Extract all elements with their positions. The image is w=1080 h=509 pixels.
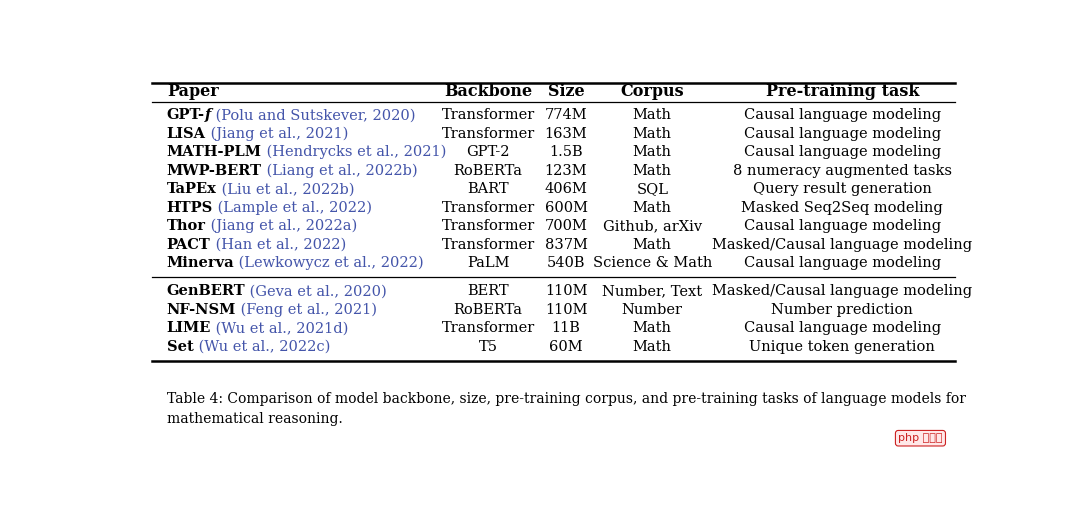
- Text: Number prediction: Number prediction: [771, 303, 914, 317]
- Text: Math: Math: [633, 238, 672, 251]
- Text: php 中文网: php 中文网: [899, 433, 943, 443]
- Text: BART: BART: [468, 182, 509, 196]
- Text: Query result generation: Query result generation: [753, 182, 932, 196]
- Text: 406M: 406M: [544, 182, 588, 196]
- Text: Corpus: Corpus: [620, 83, 684, 100]
- Text: Set: Set: [166, 340, 193, 354]
- Text: (Liu et al., 2022b): (Liu et al., 2022b): [217, 182, 354, 196]
- Text: Math: Math: [633, 108, 672, 122]
- Text: Math: Math: [633, 201, 672, 215]
- Text: Transformer: Transformer: [442, 238, 535, 251]
- Text: HTPS: HTPS: [166, 201, 213, 215]
- Text: 540B: 540B: [546, 256, 585, 270]
- Text: Paper: Paper: [166, 83, 218, 100]
- Text: (Jiang et al., 2021): (Jiang et al., 2021): [206, 127, 348, 141]
- Text: Transformer: Transformer: [442, 108, 535, 122]
- Text: Math: Math: [633, 127, 672, 140]
- Text: Backbone: Backbone: [444, 83, 532, 100]
- Text: LISA: LISA: [166, 127, 206, 140]
- Text: 60M: 60M: [550, 340, 583, 354]
- Text: 700M: 700M: [544, 219, 588, 233]
- Text: NF-NSM: NF-NSM: [166, 303, 237, 317]
- Text: (Wu et al., 2021d): (Wu et al., 2021d): [212, 321, 349, 335]
- Text: GenBERT: GenBERT: [166, 285, 245, 298]
- Text: PaLM: PaLM: [467, 256, 510, 270]
- Text: Pre-training task: Pre-training task: [766, 83, 919, 100]
- Text: Unique token generation: Unique token generation: [750, 340, 935, 354]
- Text: 1.5B: 1.5B: [550, 145, 583, 159]
- Text: Transformer: Transformer: [442, 127, 535, 140]
- Text: Github, arXiv: Github, arXiv: [603, 219, 702, 233]
- Text: Science & Math: Science & Math: [593, 256, 712, 270]
- Text: Causal language modeling: Causal language modeling: [744, 108, 941, 122]
- Text: Number: Number: [622, 303, 683, 317]
- Text: (Feng et al., 2021): (Feng et al., 2021): [237, 303, 377, 317]
- Text: (Han et al., 2022): (Han et al., 2022): [211, 238, 346, 251]
- Text: MATH-PLM: MATH-PLM: [166, 145, 261, 159]
- Text: BERT: BERT: [468, 285, 509, 298]
- Text: 600M: 600M: [544, 201, 588, 215]
- Text: Math: Math: [633, 321, 672, 335]
- Text: (Hendrycks et al., 2021): (Hendrycks et al., 2021): [261, 145, 446, 159]
- Text: 110M: 110M: [544, 303, 588, 317]
- Text: Causal language modeling: Causal language modeling: [744, 321, 941, 335]
- Text: Math: Math: [633, 340, 672, 354]
- Text: SQL: SQL: [636, 182, 669, 196]
- Text: RoBERTa: RoBERTa: [454, 303, 523, 317]
- Text: MWP-BERT: MWP-BERT: [166, 164, 261, 178]
- Text: (Geva et al., 2020): (Geva et al., 2020): [245, 285, 388, 298]
- Text: 123M: 123M: [544, 164, 588, 178]
- Text: Masked/Causal language modeling: Masked/Causal language modeling: [712, 285, 972, 298]
- Text: Causal language modeling: Causal language modeling: [744, 127, 941, 140]
- Text: Thor: Thor: [166, 219, 206, 233]
- Text: Causal language modeling: Causal language modeling: [744, 219, 941, 233]
- Text: Causal language modeling: Causal language modeling: [744, 256, 941, 270]
- Text: 11B: 11B: [552, 321, 580, 335]
- Text: 837M: 837M: [544, 238, 588, 251]
- Text: Number, Text: Number, Text: [603, 285, 702, 298]
- Text: GPT-: GPT-: [166, 108, 205, 122]
- Text: 163M: 163M: [544, 127, 588, 140]
- Text: GPT-2: GPT-2: [467, 145, 510, 159]
- Text: Transformer: Transformer: [442, 219, 535, 233]
- Text: 110M: 110M: [544, 285, 588, 298]
- Text: PACT: PACT: [166, 238, 211, 251]
- Text: (Jiang et al., 2022a): (Jiang et al., 2022a): [206, 219, 357, 233]
- Text: TaPEx: TaPEx: [166, 182, 217, 196]
- Text: Causal language modeling: Causal language modeling: [744, 145, 941, 159]
- Text: Masked Seq2Seq modeling: Masked Seq2Seq modeling: [741, 201, 943, 215]
- Text: Math: Math: [633, 164, 672, 178]
- Text: (Liang et al., 2022b): (Liang et al., 2022b): [261, 163, 418, 178]
- Text: T5: T5: [478, 340, 498, 354]
- Text: Minerva: Minerva: [166, 256, 234, 270]
- Text: f: f: [205, 108, 211, 122]
- Text: Table 4: Comparison of model backbone, size, pre-training corpus, and pre-traini: Table 4: Comparison of model backbone, s…: [166, 392, 966, 426]
- Text: (Lample et al., 2022): (Lample et al., 2022): [213, 201, 372, 215]
- Text: (Lewkowycz et al., 2022): (Lewkowycz et al., 2022): [234, 256, 424, 270]
- Text: Masked/Causal language modeling: Masked/Causal language modeling: [712, 238, 972, 251]
- Text: Math: Math: [633, 145, 672, 159]
- Text: Transformer: Transformer: [442, 201, 535, 215]
- Text: (Polu and Sutskever, 2020): (Polu and Sutskever, 2020): [211, 108, 416, 122]
- Text: RoBERTa: RoBERTa: [454, 164, 523, 178]
- Text: (Wu et al., 2022c): (Wu et al., 2022c): [193, 340, 329, 354]
- Text: Size: Size: [548, 83, 584, 100]
- Text: Transformer: Transformer: [442, 321, 535, 335]
- Text: 8 numeracy augmented tasks: 8 numeracy augmented tasks: [732, 164, 951, 178]
- Text: LIME: LIME: [166, 321, 212, 335]
- Text: 774M: 774M: [544, 108, 588, 122]
